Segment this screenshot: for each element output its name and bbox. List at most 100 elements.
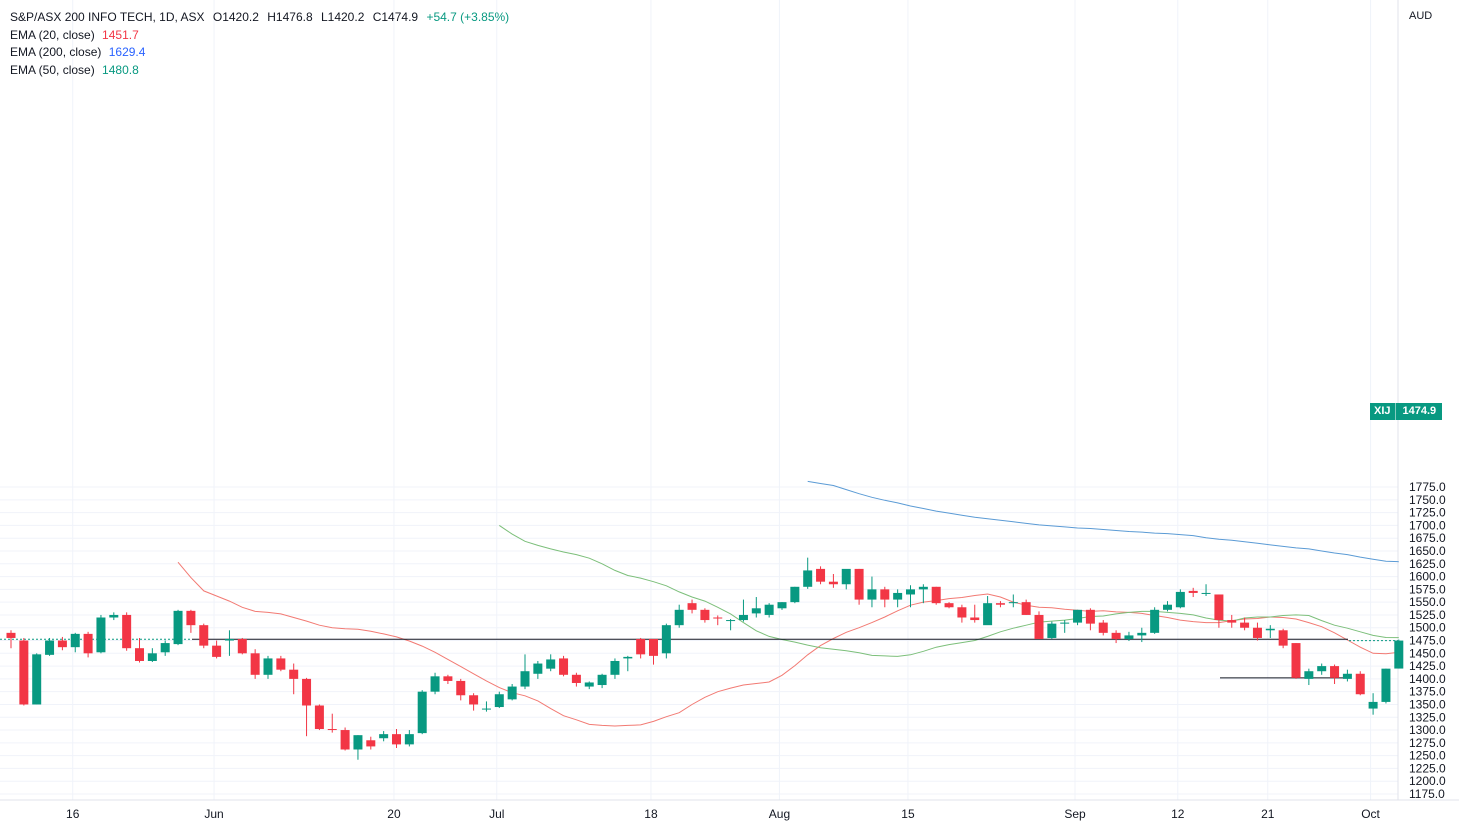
candle[interactable] bbox=[1150, 607, 1160, 634]
candle[interactable] bbox=[494, 691, 504, 709]
candle[interactable] bbox=[970, 604, 980, 623]
candle[interactable] bbox=[392, 729, 401, 748]
candle[interactable] bbox=[597, 673, 607, 689]
candle[interactable] bbox=[841, 568, 851, 590]
ema50-legend[interactable]: EMA (50, close) 1480.8 bbox=[10, 62, 509, 80]
candle[interactable] bbox=[289, 663, 299, 695]
candle[interactable] bbox=[777, 602, 787, 610]
candle[interactable] bbox=[1368, 693, 1378, 715]
candle[interactable] bbox=[918, 584, 928, 604]
candle[interactable] bbox=[109, 612, 119, 621]
price-axis[interactable]: 1175.01200.01225.01250.01275.01300.01325… bbox=[1409, 480, 1446, 801]
candle[interactable] bbox=[906, 585, 915, 608]
candle[interactable] bbox=[1252, 622, 1262, 641]
candle[interactable] bbox=[1240, 617, 1250, 631]
candle[interactable] bbox=[1265, 625, 1275, 638]
candle[interactable] bbox=[1008, 594, 1018, 608]
candle[interactable] bbox=[1188, 587, 1198, 598]
candle[interactable] bbox=[1330, 664, 1340, 685]
symbol-title[interactable]: S&P/ASX 200 INFO TECH, 1D, ASX bbox=[10, 10, 205, 24]
candle[interactable] bbox=[443, 674, 453, 685]
candle[interactable] bbox=[687, 599, 697, 614]
candle[interactable] bbox=[1060, 620, 1070, 633]
candle[interactable] bbox=[1047, 621, 1057, 639]
candle[interactable] bbox=[751, 597, 761, 618]
candle[interactable] bbox=[45, 637, 55, 656]
candle[interactable] bbox=[854, 568, 864, 605]
candle[interactable] bbox=[314, 704, 324, 731]
candle[interactable] bbox=[96, 614, 106, 654]
candle[interactable] bbox=[122, 612, 132, 651]
candle[interactable] bbox=[1073, 609, 1083, 626]
candle[interactable] bbox=[1381, 668, 1391, 704]
candle[interactable] bbox=[224, 630, 234, 656]
candle[interactable] bbox=[1137, 627, 1147, 643]
candle[interactable] bbox=[70, 632, 80, 653]
candle[interactable] bbox=[983, 596, 993, 626]
candle[interactable] bbox=[571, 672, 581, 687]
candle[interactable] bbox=[57, 636, 67, 651]
candle[interactable] bbox=[944, 602, 954, 609]
candle[interactable] bbox=[250, 649, 260, 679]
candle[interactable] bbox=[1342, 669, 1352, 682]
ema50-line[interactable] bbox=[499, 524, 1399, 657]
candle[interactable] bbox=[1291, 643, 1301, 679]
candle[interactable] bbox=[173, 609, 183, 646]
candle[interactable] bbox=[199, 623, 209, 649]
candle[interactable] bbox=[1163, 601, 1172, 612]
candle[interactable] bbox=[1124, 631, 1134, 642]
candle[interactable] bbox=[327, 713, 337, 733]
candle[interactable] bbox=[623, 655, 633, 672]
candle[interactable] bbox=[1227, 614, 1237, 628]
candle[interactable] bbox=[1317, 663, 1327, 675]
candle[interactable] bbox=[726, 619, 736, 631]
candle[interactable] bbox=[816, 566, 826, 585]
candle[interactable] bbox=[880, 586, 890, 608]
candle[interactable] bbox=[1021, 599, 1031, 615]
candle[interactable] bbox=[1034, 611, 1044, 639]
candle[interactable] bbox=[867, 576, 877, 608]
candle[interactable] bbox=[520, 654, 530, 690]
candle[interactable] bbox=[237, 637, 247, 655]
candle[interactable] bbox=[430, 672, 440, 695]
candle[interactable] bbox=[828, 574, 838, 588]
candle[interactable] bbox=[1111, 630, 1121, 644]
candle[interactable] bbox=[533, 660, 543, 679]
candle[interactable] bbox=[649, 638, 658, 665]
candle[interactable] bbox=[160, 640, 170, 656]
candle[interactable] bbox=[469, 693, 479, 711]
candle[interactable] bbox=[6, 630, 16, 649]
candle[interactable] bbox=[340, 727, 350, 751]
candle[interactable] bbox=[674, 604, 684, 628]
candle[interactable] bbox=[353, 735, 363, 760]
candle[interactable] bbox=[957, 604, 967, 623]
candle[interactable] bbox=[1098, 620, 1108, 636]
candle[interactable] bbox=[713, 615, 723, 626]
candle[interactable] bbox=[1394, 639, 1404, 669]
candle[interactable] bbox=[995, 601, 1005, 608]
candle[interactable] bbox=[147, 648, 157, 663]
candle[interactable] bbox=[302, 677, 312, 737]
candle[interactable] bbox=[610, 658, 620, 679]
ema200-line[interactable] bbox=[807, 480, 1399, 563]
candle[interactable] bbox=[417, 690, 427, 735]
candle[interactable] bbox=[546, 654, 556, 672]
candle[interactable] bbox=[366, 736, 376, 750]
candle[interactable] bbox=[1304, 668, 1314, 686]
candle[interactable] bbox=[661, 623, 671, 659]
candle[interactable] bbox=[700, 608, 710, 623]
candle[interactable] bbox=[186, 609, 196, 633]
candle[interactable] bbox=[738, 599, 748, 622]
candle[interactable] bbox=[19, 637, 29, 706]
candle[interactable] bbox=[481, 701, 491, 712]
candle[interactable] bbox=[1214, 594, 1224, 628]
candle[interactable] bbox=[83, 631, 93, 658]
candle[interactable] bbox=[32, 653, 42, 705]
candle[interactable] bbox=[212, 640, 222, 659]
candle[interactable] bbox=[456, 678, 466, 701]
candle[interactable] bbox=[636, 637, 646, 659]
candle[interactable] bbox=[1201, 584, 1211, 597]
time-axis[interactable]: 16 Jun 20 Jul 18 Aug 15 Sep 12 21 Oct bbox=[66, 807, 1381, 821]
candle[interactable] bbox=[1175, 589, 1185, 609]
